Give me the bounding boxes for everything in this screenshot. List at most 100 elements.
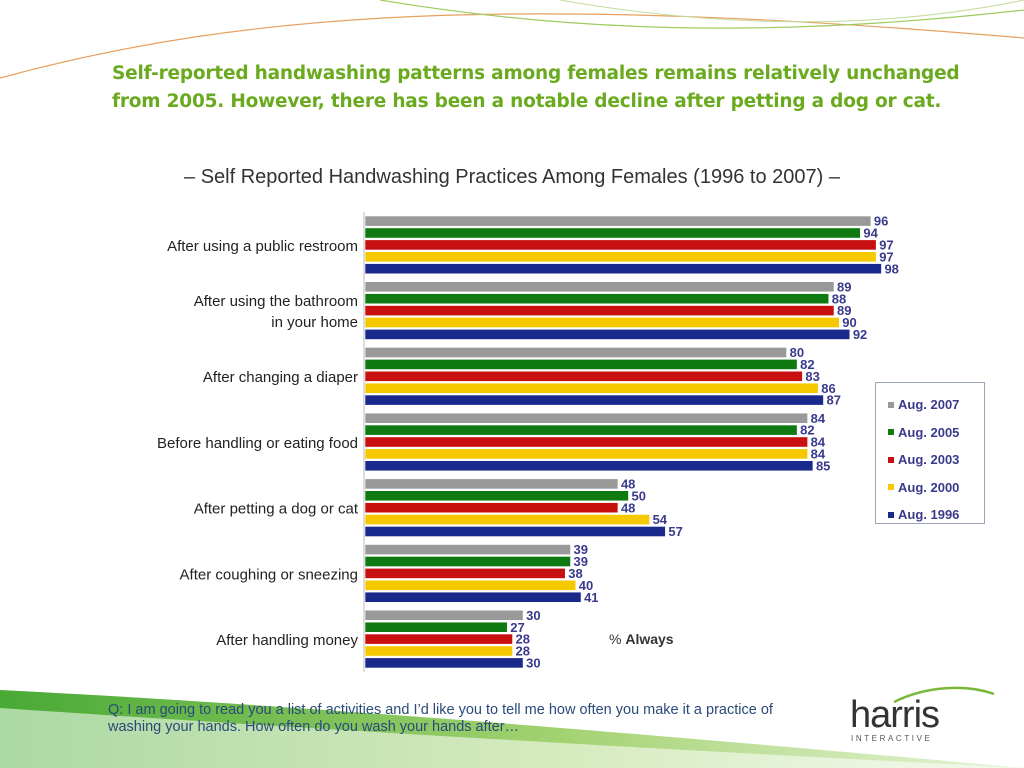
legend-swatch: [888, 429, 894, 436]
data-label: 84: [811, 411, 826, 426]
data-label: 28: [516, 644, 530, 659]
bar: [364, 502, 619, 514]
logo-wordmark: harris: [850, 694, 940, 736]
bar: [364, 227, 861, 239]
bar: [364, 263, 882, 275]
legend-swatch: [888, 456, 894, 463]
bar: [364, 567, 566, 579]
data-label: 54: [653, 512, 668, 527]
category-label: After using a public restroom: [167, 238, 358, 255]
chart-title: – Self Reported Handwashing Practices Am…: [184, 166, 840, 188]
data-label: 94: [863, 226, 878, 241]
data-label: 85: [816, 458, 830, 473]
bar: [364, 424, 798, 436]
bar: [364, 412, 808, 424]
bar: [364, 382, 819, 394]
logo-subtitle: INTERACTIVE: [851, 734, 933, 743]
legend-swatch: [888, 511, 894, 518]
logo-arc-icon: [893, 686, 995, 704]
bar: [364, 281, 835, 293]
data-label: 30: [526, 656, 540, 671]
bar: [364, 436, 808, 448]
bar: [364, 621, 508, 633]
bar: [364, 591, 582, 603]
legend-label: Aug. 2007: [898, 397, 960, 413]
survey-question: Q: I am going to read you a list of acti…: [108, 702, 773, 735]
data-label: 89: [837, 303, 851, 318]
legend-item: Aug. 1996: [888, 501, 984, 529]
bar: [364, 394, 824, 406]
legend-label: Aug. 2000: [898, 479, 960, 495]
bar: [364, 609, 524, 621]
data-label: 88: [832, 291, 846, 306]
data-label: 96: [874, 214, 888, 229]
bar: [364, 490, 629, 502]
data-label: 38: [568, 566, 582, 581]
legend-item: Aug. 2007: [888, 391, 984, 419]
bar: [364, 448, 808, 460]
bar: [364, 215, 872, 227]
category-label: After using the bathroom in your home: [194, 293, 358, 331]
bar: [364, 645, 513, 657]
bar: [364, 460, 814, 472]
bar: [364, 633, 513, 645]
data-label: 82: [800, 423, 814, 438]
bar: [364, 579, 577, 591]
data-label: 97: [879, 249, 893, 264]
unit-prefix: %: [609, 631, 622, 647]
bar: [364, 544, 571, 555]
data-label: 89: [837, 279, 851, 294]
legend-label: Aug. 2003: [898, 452, 960, 468]
unit-bold: Always: [625, 631, 674, 647]
bar: [364, 514, 650, 525]
data-label: 84: [811, 435, 826, 450]
bar: [364, 239, 877, 251]
harris-logo: harris INTERACTIVE: [846, 684, 996, 744]
data-label: 90: [842, 315, 856, 330]
data-label: 82: [800, 357, 814, 372]
category-label: After changing a diaper: [203, 369, 358, 386]
legend-item: Aug. 2000: [888, 474, 984, 502]
legend-swatch: [888, 484, 894, 491]
data-label: 27: [510, 620, 524, 635]
unit-label: % Always: [609, 631, 674, 647]
data-label: 57: [668, 524, 682, 539]
data-label: 84: [811, 447, 826, 462]
category-label: After petting a dog or cat: [194, 501, 359, 518]
data-label: 80: [790, 345, 804, 360]
decorative-swoosh-top: [0, 0, 1024, 79]
bar: [364, 556, 571, 567]
data-label: 28: [516, 632, 530, 647]
data-label: 39: [574, 554, 588, 569]
bar: [364, 358, 798, 370]
legend-label: Aug. 2005: [898, 424, 960, 440]
legend-label: Aug. 1996: [898, 507, 960, 523]
category-label: Before handling or eating food: [157, 435, 358, 452]
bar: [364, 251, 877, 263]
data-label: 92: [853, 327, 867, 342]
data-label: 40: [579, 578, 593, 593]
slide-headline: Self-reported handwashing patterns among…: [112, 63, 960, 112]
bar: [364, 370, 803, 382]
bar: [364, 317, 840, 328]
data-label: 48: [621, 477, 635, 492]
data-label: 30: [526, 608, 540, 623]
bar: [364, 293, 830, 305]
legend-item: Aug. 2003: [888, 446, 984, 474]
data-label: 39: [574, 542, 588, 557]
data-label: 87: [826, 393, 840, 408]
chart-legend: Aug. 2007 Aug. 2005 Aug. 2003 Aug. 2000 Aug.…: [875, 382, 985, 524]
category-label: After handling money: [216, 632, 358, 649]
bar: [364, 526, 666, 537]
data-label: 86: [821, 381, 835, 396]
data-label: 83: [805, 369, 819, 384]
decorative-swoosh-bottom: [0, 690, 1024, 768]
bar: [364, 328, 851, 340]
data-label: 98: [884, 261, 898, 276]
bar: [364, 478, 619, 490]
data-label: 41: [584, 590, 598, 605]
bar: [364, 347, 787, 358]
data-label: 97: [879, 238, 893, 253]
data-label: 48: [621, 500, 635, 515]
